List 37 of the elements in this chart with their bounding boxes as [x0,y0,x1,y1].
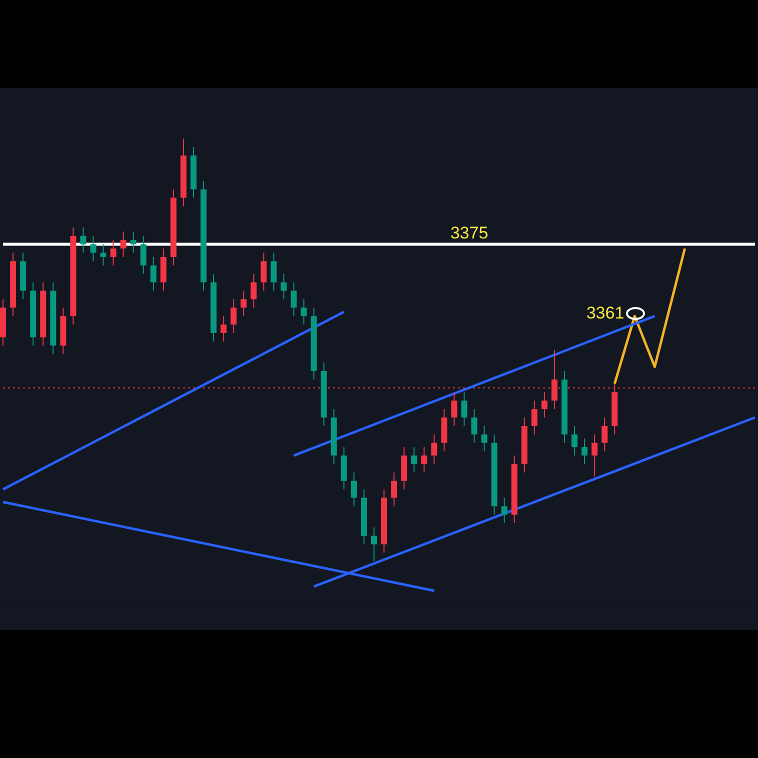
candlestick [370,526,377,562]
annotation: 3361 [586,304,624,323]
candlestick [100,244,106,266]
candlestick [501,497,508,524]
candlestick [391,472,398,507]
candlestick [150,256,156,292]
candlestick [531,400,538,435]
candlestick [421,446,428,473]
candlestick [451,392,458,426]
candlestick [551,349,558,410]
candlestick [140,235,146,274]
candlestick [240,290,247,317]
candlestick [461,392,468,426]
candlestick [471,408,478,444]
candlestick [280,273,287,300]
candlestick [80,226,86,254]
candlestick [411,446,418,473]
candlestick [220,316,227,342]
candlestick [120,231,126,258]
candlestick [260,252,267,292]
candlestick [270,252,277,292]
candlestick [230,298,237,334]
candlestick [90,235,96,262]
candlestick [250,273,257,308]
candlestick [110,240,116,266]
candlestick [481,425,488,452]
candlestick [300,298,307,326]
candlestick [130,231,136,254]
candlestick [582,438,588,464]
candlestick [592,434,598,478]
candlestick [290,282,297,317]
candlestick [602,417,608,452]
annotation: 3375 [450,223,488,242]
candlestick [350,472,357,507]
candlestick [541,392,548,418]
candlestick [572,425,578,456]
candlestick [431,434,438,464]
